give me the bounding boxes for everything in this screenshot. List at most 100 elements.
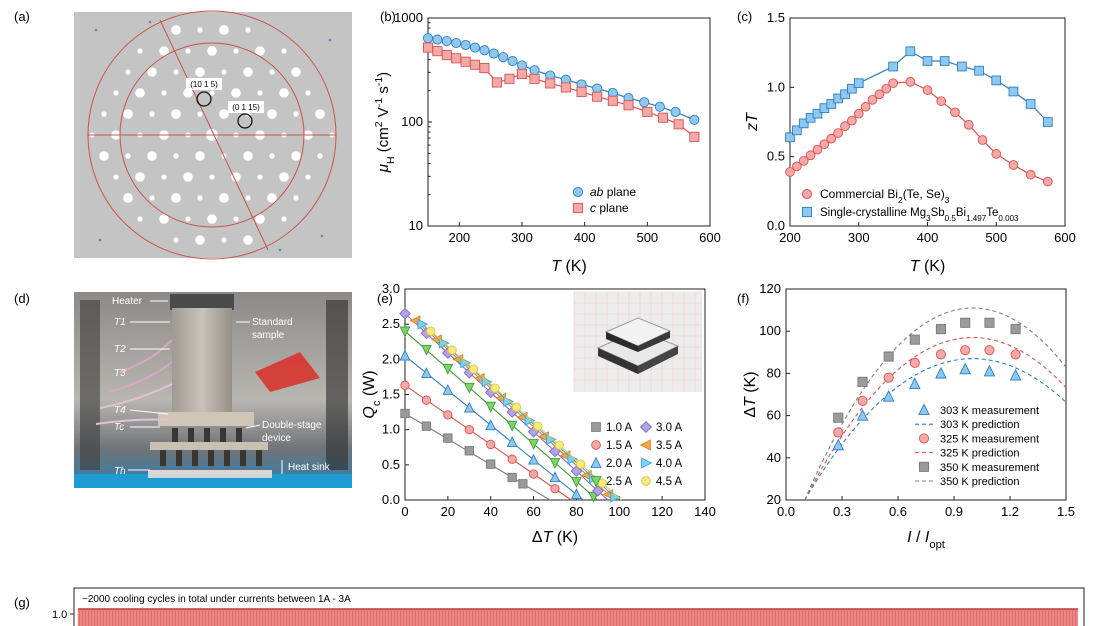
data-point	[867, 94, 878, 105]
data-point	[857, 395, 868, 406]
faint-spot	[328, 38, 332, 42]
data-point	[421, 395, 432, 405]
data-point	[399, 326, 411, 338]
label-heat-sink: Heat sink	[288, 462, 331, 473]
y-axis-label: μH (cm2 V-1 s-1)	[373, 72, 397, 173]
data-point	[1010, 324, 1021, 335]
legend-label: 350 K measurement	[940, 462, 1039, 474]
x-tick-label: 0.9	[945, 504, 963, 519]
data-point	[959, 362, 972, 375]
x-tick-label: 0.0	[777, 504, 795, 519]
faint-spot	[98, 238, 102, 242]
diffraction-spot	[243, 67, 253, 77]
diffraction-spot	[135, 172, 145, 182]
data-point	[528, 439, 539, 450]
diffraction-spot	[233, 48, 239, 54]
y-tick-label: 0.5	[382, 457, 400, 472]
diffraction-spot	[255, 46, 265, 56]
data-point	[592, 91, 603, 102]
inset-legs-top-right	[638, 331, 670, 352]
diffraction-spot	[219, 109, 229, 119]
inset-legs-right	[638, 346, 678, 374]
diffraction-spot	[195, 67, 205, 77]
cycling-ytick: 1.0	[52, 609, 67, 621]
device-top-plate	[158, 412, 254, 426]
data-point	[950, 107, 960, 118]
data-point	[957, 61, 967, 72]
diffraction-spot	[243, 235, 253, 245]
data-point	[441, 50, 452, 61]
x-tick-label: 500	[636, 230, 658, 245]
data-point	[488, 48, 499, 59]
data-point	[670, 106, 681, 117]
data-point	[984, 345, 995, 356]
data-point	[432, 46, 443, 57]
legend-marker	[639, 439, 651, 451]
legend-marker	[572, 202, 584, 214]
plot-frame	[785, 288, 1067, 501]
diffraction-spot	[269, 153, 275, 159]
prediction-curve-1	[804, 336, 1067, 501]
data-point	[922, 56, 933, 66]
legend-label: 303 K measurement	[940, 405, 1039, 417]
photo-blue-cloth	[74, 474, 352, 488]
data-point	[464, 446, 474, 456]
cooling-power-chart: 0 20 40 60 80 100 120 140 0.0 0.5 1.0 1.5 2.0 2.5 3.0 1…	[361, 281, 716, 546]
data-point	[460, 56, 471, 67]
data-point	[529, 73, 540, 84]
data-point	[498, 52, 509, 63]
data-point	[1010, 349, 1021, 360]
data-point	[491, 77, 502, 88]
diffraction-spot	[291, 151, 301, 161]
x-tick-label: 120	[651, 504, 673, 519]
data-point	[518, 479, 528, 489]
data-point	[991, 149, 1002, 159]
data-point	[840, 121, 850, 132]
label-device: device	[262, 433, 291, 444]
diffraction-spot	[135, 88, 145, 98]
data-point	[451, 53, 462, 64]
x-tick-label: 600	[1054, 230, 1076, 245]
data-point	[469, 59, 481, 70]
x-tick-label: 140	[694, 504, 716, 519]
diffraction-spot	[281, 216, 287, 222]
diffraction-spot	[159, 46, 169, 56]
data-point	[856, 408, 869, 421]
y-tick-label: 2.0	[382, 351, 400, 366]
data-point	[421, 421, 432, 431]
data-point	[442, 363, 454, 375]
data-point	[560, 82, 571, 93]
x-tick-label: 400	[574, 230, 596, 245]
x-tick-label: 60	[526, 504, 540, 519]
label-t3: T3	[114, 368, 126, 379]
diffraction-panel: (10 1 5) (0 1 15)	[74, 10, 352, 260]
diffraction-spot	[125, 153, 131, 159]
y-tick-label: 0.0	[767, 218, 785, 233]
data-point	[881, 83, 892, 94]
data-point	[554, 440, 564, 450]
faint-spot	[320, 234, 324, 238]
legend-marker	[641, 476, 651, 486]
data-point	[832, 438, 845, 451]
diffraction-spot	[161, 174, 167, 180]
delta-t-chart: 0.0 0.3 0.6 0.9 1.2 1.5 20 40 60 80 100 120 303 K me…	[742, 281, 1075, 551]
data-point	[673, 119, 684, 130]
legend-label: 3.5 A	[656, 440, 683, 452]
data-point	[1008, 160, 1019, 170]
diffraction-spot	[183, 88, 193, 98]
legend-label: c plane	[590, 201, 629, 215]
data-point	[504, 73, 515, 84]
y-tick-label: 1.0	[767, 79, 785, 94]
legend-marker	[801, 188, 813, 200]
data-point	[909, 334, 920, 345]
diffraction-spot	[243, 151, 253, 161]
data-point	[909, 357, 920, 368]
label-heater: Heater	[112, 296, 143, 307]
diffraction-spot	[305, 174, 311, 180]
data-point	[426, 326, 436, 336]
data-point	[847, 83, 857, 94]
data-point	[654, 101, 665, 112]
data-point	[642, 106, 653, 117]
y-tick-label: 80	[767, 365, 781, 380]
panel-label-e: (e)	[377, 291, 393, 306]
